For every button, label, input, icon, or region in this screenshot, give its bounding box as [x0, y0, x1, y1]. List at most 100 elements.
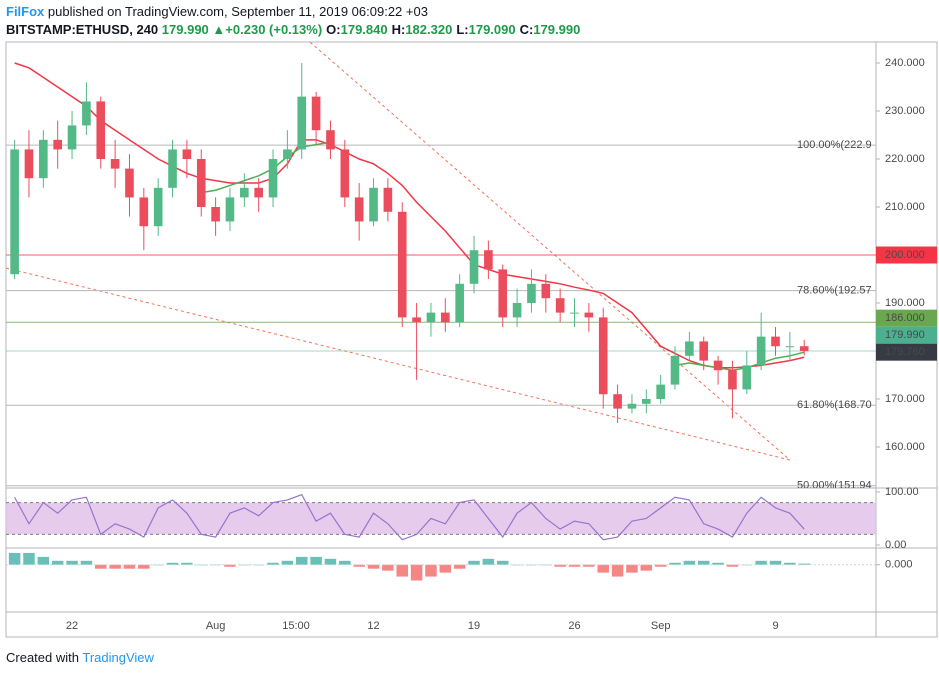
histogram-bar — [511, 564, 523, 566]
brand[interactable]: TradingView — [82, 650, 154, 665]
y-tick-label: 220.000 — [885, 153, 925, 165]
histogram-bar — [224, 564, 236, 567]
fib-label: 100.00%(222.9 — [797, 139, 872, 151]
histogram-bar — [697, 560, 710, 565]
histogram-bar — [453, 564, 466, 569]
histogram-bar — [382, 564, 394, 571]
arrow: ▲ — [212, 22, 226, 37]
ohlc-label: H: — [391, 22, 406, 37]
x-tick-label: 9 — [772, 620, 778, 632]
moving-average — [14, 62, 805, 369]
histogram-bar — [267, 562, 279, 565]
symbol-line: BITSTAMP:ETHUSD, 240 179.990 ▲+0.230 (+0… — [6, 22, 580, 37]
x-tick-label: 19 — [468, 620, 480, 632]
candle-body — [96, 101, 106, 160]
histogram-bar — [80, 560, 93, 565]
price-tag — [876, 343, 937, 361]
candle-body — [799, 346, 809, 352]
histogram-bar — [540, 564, 552, 566]
candle-body — [354, 197, 364, 222]
histogram-bar — [8, 552, 21, 565]
histogram-bar — [654, 564, 667, 567]
footer: Created with TradingView — [6, 650, 154, 665]
x-tick-label: 12 — [367, 620, 379, 632]
histogram-bar — [23, 552, 35, 565]
last: 179.990 — [161, 22, 209, 37]
candle-body — [584, 312, 594, 318]
rsi-pane — [6, 493, 876, 541]
axes: 22Aug15:00121926Sep9160.000170.000180.00… — [66, 57, 937, 632]
candle-body — [598, 317, 608, 395]
change: +0.230 (+0.13%) — [225, 22, 323, 37]
histogram-bar — [296, 556, 308, 565]
histogram-bar — [425, 564, 437, 577]
candle-body — [627, 403, 637, 409]
trend-line — [6, 267, 791, 461]
y-tick-label: 210.000 — [885, 201, 925, 213]
candle-body — [785, 346, 795, 348]
ohlc-value: 179.840 — [340, 22, 388, 37]
histogram-bar — [324, 558, 337, 565]
candle-body — [699, 341, 709, 361]
price-tag — [876, 326, 937, 344]
candle-body — [728, 370, 737, 390]
histogram-bar — [683, 560, 696, 565]
price-tag-label: 179.990 — [885, 329, 925, 341]
histogram-bar — [784, 562, 796, 565]
x-tick-label: Sep — [651, 620, 671, 632]
histogram-bar — [568, 564, 581, 567]
candle-body — [82, 101, 91, 126]
y-tick-label: 160.000 — [885, 441, 925, 453]
x-tick-label: 15:00 — [282, 620, 310, 632]
ohlc-label: C: — [519, 22, 534, 37]
price-tag-label: 200.000 — [885, 249, 925, 261]
candle-body — [153, 187, 163, 227]
histogram-bar — [123, 564, 136, 569]
candle-body — [24, 149, 34, 179]
histogram-bar — [353, 564, 365, 567]
candle-body — [10, 149, 19, 275]
histogram-bar — [769, 560, 782, 565]
candle-body — [742, 365, 752, 390]
histogram-bar — [626, 564, 638, 573]
publish-line: FilFox published on TradingView.com, Sep… — [6, 4, 428, 19]
histogram-bar — [726, 564, 739, 567]
histogram-bar — [755, 560, 767, 565]
candle-body — [756, 336, 766, 366]
candle-body — [369, 187, 378, 222]
trend-line — [309, 42, 791, 461]
candle-body — [297, 96, 307, 150]
candle-body — [670, 355, 680, 385]
histogram-bar — [396, 564, 408, 577]
histogram-bar — [640, 564, 653, 571]
candle-body — [53, 139, 62, 150]
histogram-bar — [439, 564, 452, 573]
candle-body — [685, 341, 694, 356]
oscillator-line — [14, 493, 805, 541]
y-tick-label: 230.000 — [885, 105, 925, 117]
histogram-bar — [611, 564, 624, 577]
histogram-bar — [798, 563, 810, 565]
candle-body — [383, 187, 393, 212]
fib-label: 50.00%(151.94 — [797, 480, 872, 492]
histogram-bar — [339, 560, 351, 565]
candle-body — [412, 317, 421, 323]
candle-body — [311, 96, 321, 131]
x-tick-label: 22 — [66, 620, 78, 632]
fib-label: 61.80%(168.70 — [797, 399, 872, 411]
candle-body — [268, 159, 278, 198]
candle-body — [498, 269, 508, 318]
ohlc-value: 179.090 — [468, 22, 516, 37]
author[interactable]: FilFox — [6, 4, 45, 19]
macd-pane — [6, 552, 876, 581]
ohlc-value: 179.990 — [533, 22, 581, 37]
main-pane: 100.00%(222.9 78.60%(192.57 61.80%(168.70 5… — [6, 62, 876, 492]
candle-body — [168, 149, 177, 188]
y-tick-label: 0.000 — [885, 559, 913, 571]
histogram-bar — [597, 564, 609, 573]
candle-body — [110, 159, 120, 169]
candle-body — [555, 298, 565, 313]
price-tag-label: 186.000 — [885, 312, 925, 324]
